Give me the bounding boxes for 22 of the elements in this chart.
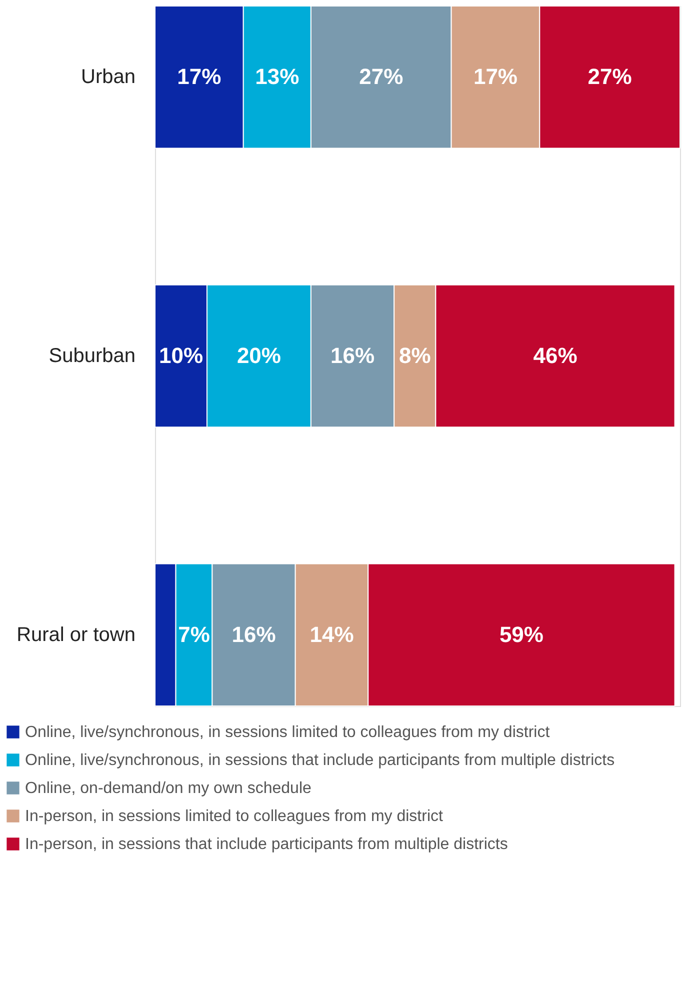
legend-label: Online, live/synchronous, in sessions that include participants from multiple districts	[25, 752, 615, 769]
legend-label: Online, on-demand/on my own schedule	[25, 780, 312, 797]
y-tick-label: Rural or town	[16, 624, 136, 646]
data-label: 17%	[473, 64, 518, 90]
data-label: 10%	[158, 343, 204, 368]
legend-label: In-person, in sessions limited to colleagues from my district	[25, 808, 444, 825]
data-label: 13%	[255, 64, 300, 90]
data-label: 8%	[399, 343, 431, 368]
data-label: 7%	[178, 622, 210, 647]
y-tick-label: Urban	[81, 66, 136, 88]
data-label: 46%	[533, 343, 578, 368]
legend-label: In-person, in sessions that include participants from multiple districts	[25, 836, 508, 853]
data-label: 20%	[236, 343, 281, 368]
data-label: 59%	[499, 622, 544, 647]
y-tick-label: Suburban	[48, 345, 136, 367]
data-label: 27%	[588, 64, 632, 90]
legend-label: Online, live/synchronous, in sessions limited to colleagues from my district	[25, 724, 550, 741]
data-label: 16%	[232, 622, 276, 647]
data-label: 17%	[177, 64, 222, 90]
data-label: 14%	[310, 622, 354, 647]
data-label: 27%	[359, 64, 404, 90]
data-label: 16%	[330, 343, 375, 368]
